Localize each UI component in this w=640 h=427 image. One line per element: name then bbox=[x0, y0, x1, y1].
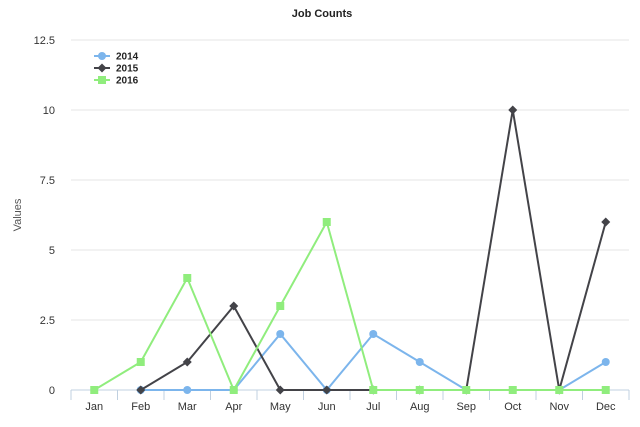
data-point-2016-apr[interactable] bbox=[229, 386, 238, 394]
data-point-2015-may[interactable] bbox=[275, 385, 285, 395]
series-line-2014 bbox=[140, 332, 607, 392]
series-layer bbox=[90, 105, 611, 395]
data-point-2016-jul[interactable] bbox=[369, 386, 378, 394]
data-point-2015-apr[interactable] bbox=[229, 301, 239, 311]
y-tick-label: 7.5 bbox=[40, 175, 55, 187]
legend-label: 2015 bbox=[116, 64, 139, 75]
series-2014 bbox=[136, 330, 610, 394]
x-tick-label: Jul bbox=[366, 401, 380, 413]
legend-item-2016[interactable]: 2016 bbox=[94, 76, 139, 87]
y-tick-label: 2.5 bbox=[40, 315, 55, 327]
data-point-2015-jun[interactable] bbox=[322, 385, 332, 395]
y-axis: 0 2.5 5 7.5 10 12.5 bbox=[34, 35, 55, 397]
data-point-2015-dec[interactable] bbox=[601, 217, 611, 227]
y-axis-label: Values bbox=[12, 198, 24, 231]
x-tick-label: Mar bbox=[178, 401, 197, 413]
data-point-2016-nov[interactable] bbox=[555, 386, 564, 394]
data-point-2015-feb[interactable] bbox=[136, 385, 146, 395]
data-point-2014-dec[interactable] bbox=[601, 358, 610, 366]
y-tick-label: 5 bbox=[49, 245, 55, 257]
x-tick-label: Oct bbox=[504, 401, 521, 413]
data-point-2014-may[interactable] bbox=[276, 330, 285, 338]
x-tick-label: Feb bbox=[131, 401, 150, 413]
legend-item-2014[interactable]: 2014 bbox=[94, 52, 139, 63]
legend-item-2015[interactable]: 2015 bbox=[94, 63, 139, 75]
y-tick-label: 12.5 bbox=[34, 35, 55, 47]
y-tick-label: 10 bbox=[43, 105, 55, 117]
data-point-2014-jul[interactable] bbox=[369, 330, 378, 338]
x-tick-label: Sep bbox=[456, 401, 476, 413]
x-tick-label: Aug bbox=[410, 401, 430, 413]
x-tick-label: Jan bbox=[85, 401, 103, 413]
x-tick-label: Apr bbox=[225, 401, 242, 413]
x-tick-label: Nov bbox=[549, 401, 569, 413]
legend-marker bbox=[98, 52, 106, 60]
legend-label: 2014 bbox=[116, 52, 139, 63]
y-tick-label: 0 bbox=[49, 385, 55, 397]
data-point-2016-sep[interactable] bbox=[462, 386, 471, 394]
legend-marker bbox=[97, 63, 107, 73]
data-point-2016-jan[interactable] bbox=[90, 386, 99, 394]
x-tick-label: Jun bbox=[318, 401, 336, 413]
chart-title: Job Counts bbox=[292, 8, 353, 20]
x-tick-label: Dec bbox=[596, 401, 616, 413]
data-point-2016-aug[interactable] bbox=[415, 386, 424, 394]
x-tick-label: May bbox=[270, 401, 291, 413]
data-point-2016-mar[interactable] bbox=[183, 274, 192, 282]
data-point-2015-oct[interactable] bbox=[508, 105, 518, 115]
series-2016 bbox=[90, 218, 610, 394]
data-point-2015-mar[interactable] bbox=[182, 357, 192, 367]
data-point-2014-aug[interactable] bbox=[415, 358, 424, 366]
legend-marker bbox=[98, 76, 106, 84]
legend-label: 2016 bbox=[116, 76, 139, 87]
series-line-2016 bbox=[93, 219, 606, 393]
data-point-2016-jun[interactable] bbox=[322, 218, 331, 226]
data-point-2016-oct[interactable] bbox=[508, 386, 517, 394]
data-point-2014-mar[interactable] bbox=[183, 386, 192, 394]
x-axis: Jan Feb Mar Apr May Jun Jul Aug Sep Oct Nov Dec bbox=[70, 389, 630, 413]
data-point-2016-feb[interactable] bbox=[136, 358, 145, 366]
data-point-2016-may[interactable] bbox=[276, 302, 285, 310]
grid-lines bbox=[71, 39, 629, 321]
data-point-2016-dec[interactable] bbox=[601, 386, 610, 394]
